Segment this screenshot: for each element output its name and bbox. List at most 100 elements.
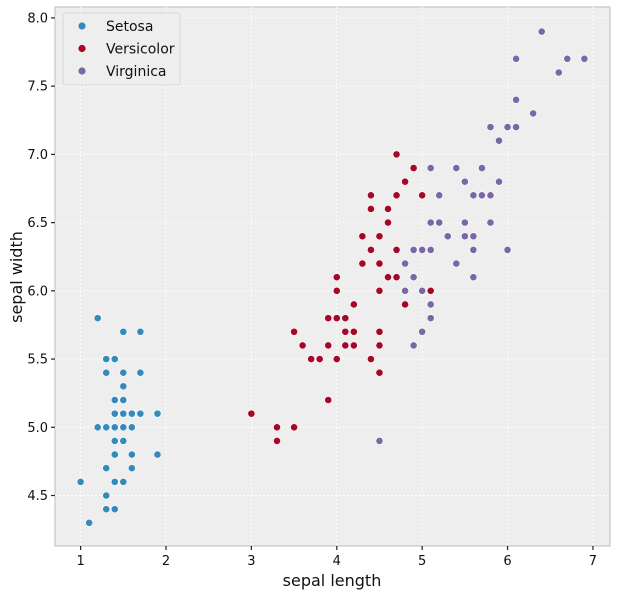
data-point	[332, 273, 341, 282]
x-tick-label: 3	[247, 554, 255, 569]
data-point	[409, 273, 418, 282]
data-point	[110, 409, 119, 418]
data-point	[375, 327, 384, 336]
data-point	[384, 218, 392, 227]
data-point	[529, 109, 538, 118]
data-point	[93, 423, 102, 432]
x-tick-label: 4	[333, 554, 341, 569]
data-point	[537, 27, 546, 36]
data-point	[460, 218, 469, 227]
data-point	[375, 259, 384, 268]
legend-marker	[78, 44, 86, 53]
data-point	[298, 341, 307, 350]
data-point	[375, 232, 384, 241]
data-point	[495, 136, 503, 145]
data-point	[315, 355, 324, 363]
data-point	[153, 450, 162, 459]
data-point	[332, 355, 341, 363]
data-point	[426, 314, 435, 323]
data-point	[153, 409, 162, 418]
data-point	[401, 177, 409, 186]
data-point	[341, 327, 350, 336]
data-point	[418, 245, 427, 254]
data-point	[110, 437, 119, 445]
data-point	[127, 409, 136, 418]
data-point	[102, 505, 111, 514]
data-point	[76, 477, 85, 486]
data-point	[460, 232, 469, 241]
data-point	[119, 409, 128, 418]
data-point	[452, 259, 461, 268]
data-point	[486, 123, 495, 131]
legend: Setosa Versicolor Virginica	[62, 12, 181, 86]
data-point	[367, 245, 375, 254]
data-point	[341, 314, 350, 323]
data-point	[435, 218, 444, 227]
legend-marker	[78, 22, 86, 30]
data-point	[418, 191, 427, 200]
data-point	[469, 232, 478, 241]
data-point	[554, 68, 563, 77]
data-point	[580, 54, 589, 63]
data-point	[290, 327, 298, 336]
data-point	[136, 409, 145, 418]
data-point	[418, 327, 427, 336]
data-point	[426, 164, 435, 172]
data-point	[110, 505, 119, 514]
x-tick-label: 5	[418, 554, 426, 569]
data-point	[324, 314, 333, 323]
data-point	[332, 286, 341, 295]
data-point	[469, 245, 478, 254]
data-point	[324, 341, 333, 350]
data-point	[392, 191, 401, 200]
data-point	[563, 54, 572, 63]
data-point	[110, 450, 119, 459]
data-point	[384, 205, 392, 213]
data-point	[384, 273, 392, 282]
data-point	[110, 355, 119, 363]
y-tick-label: 7.5	[27, 80, 48, 95]
data-point	[469, 191, 478, 200]
data-point	[349, 327, 358, 336]
data-point	[119, 327, 128, 336]
data-point	[127, 464, 136, 473]
series-setosa	[76, 314, 162, 527]
data-point	[392, 273, 401, 282]
data-point	[307, 355, 316, 363]
series-versicolor	[247, 150, 435, 445]
data-point	[409, 341, 418, 350]
legend-label: Setosa	[106, 19, 153, 35]
data-point	[392, 245, 401, 254]
x-tick-label: 1	[76, 554, 84, 569]
data-point	[110, 423, 119, 432]
data-point	[102, 491, 111, 500]
data-point	[435, 191, 444, 200]
data-point	[375, 286, 384, 295]
data-point	[375, 368, 384, 377]
data-point	[93, 314, 102, 323]
data-point	[401, 300, 409, 309]
data-point	[478, 191, 486, 200]
data-point	[375, 341, 384, 350]
y-tick-label: 7.0	[27, 148, 48, 163]
data-point	[119, 382, 128, 391]
y-tick-label: 4.5	[27, 489, 48, 504]
data-point	[290, 423, 298, 432]
y-axis-label: sepal width	[7, 231, 26, 323]
data-point	[443, 232, 452, 241]
legend-marker	[78, 67, 86, 75]
data-point	[358, 259, 367, 268]
data-point	[119, 423, 128, 432]
data-point	[426, 245, 435, 254]
y-tick-label: 8.0	[27, 11, 48, 26]
data-point	[409, 164, 418, 172]
data-point	[341, 341, 350, 350]
data-point	[512, 54, 520, 63]
data-point	[426, 300, 435, 309]
data-point	[503, 245, 512, 254]
data-point	[426, 218, 435, 227]
data-point	[486, 191, 495, 200]
x-tick-label: 6	[503, 554, 511, 569]
y-tick-label: 6.5	[27, 216, 48, 231]
legend-label: Virginica	[106, 64, 166, 80]
